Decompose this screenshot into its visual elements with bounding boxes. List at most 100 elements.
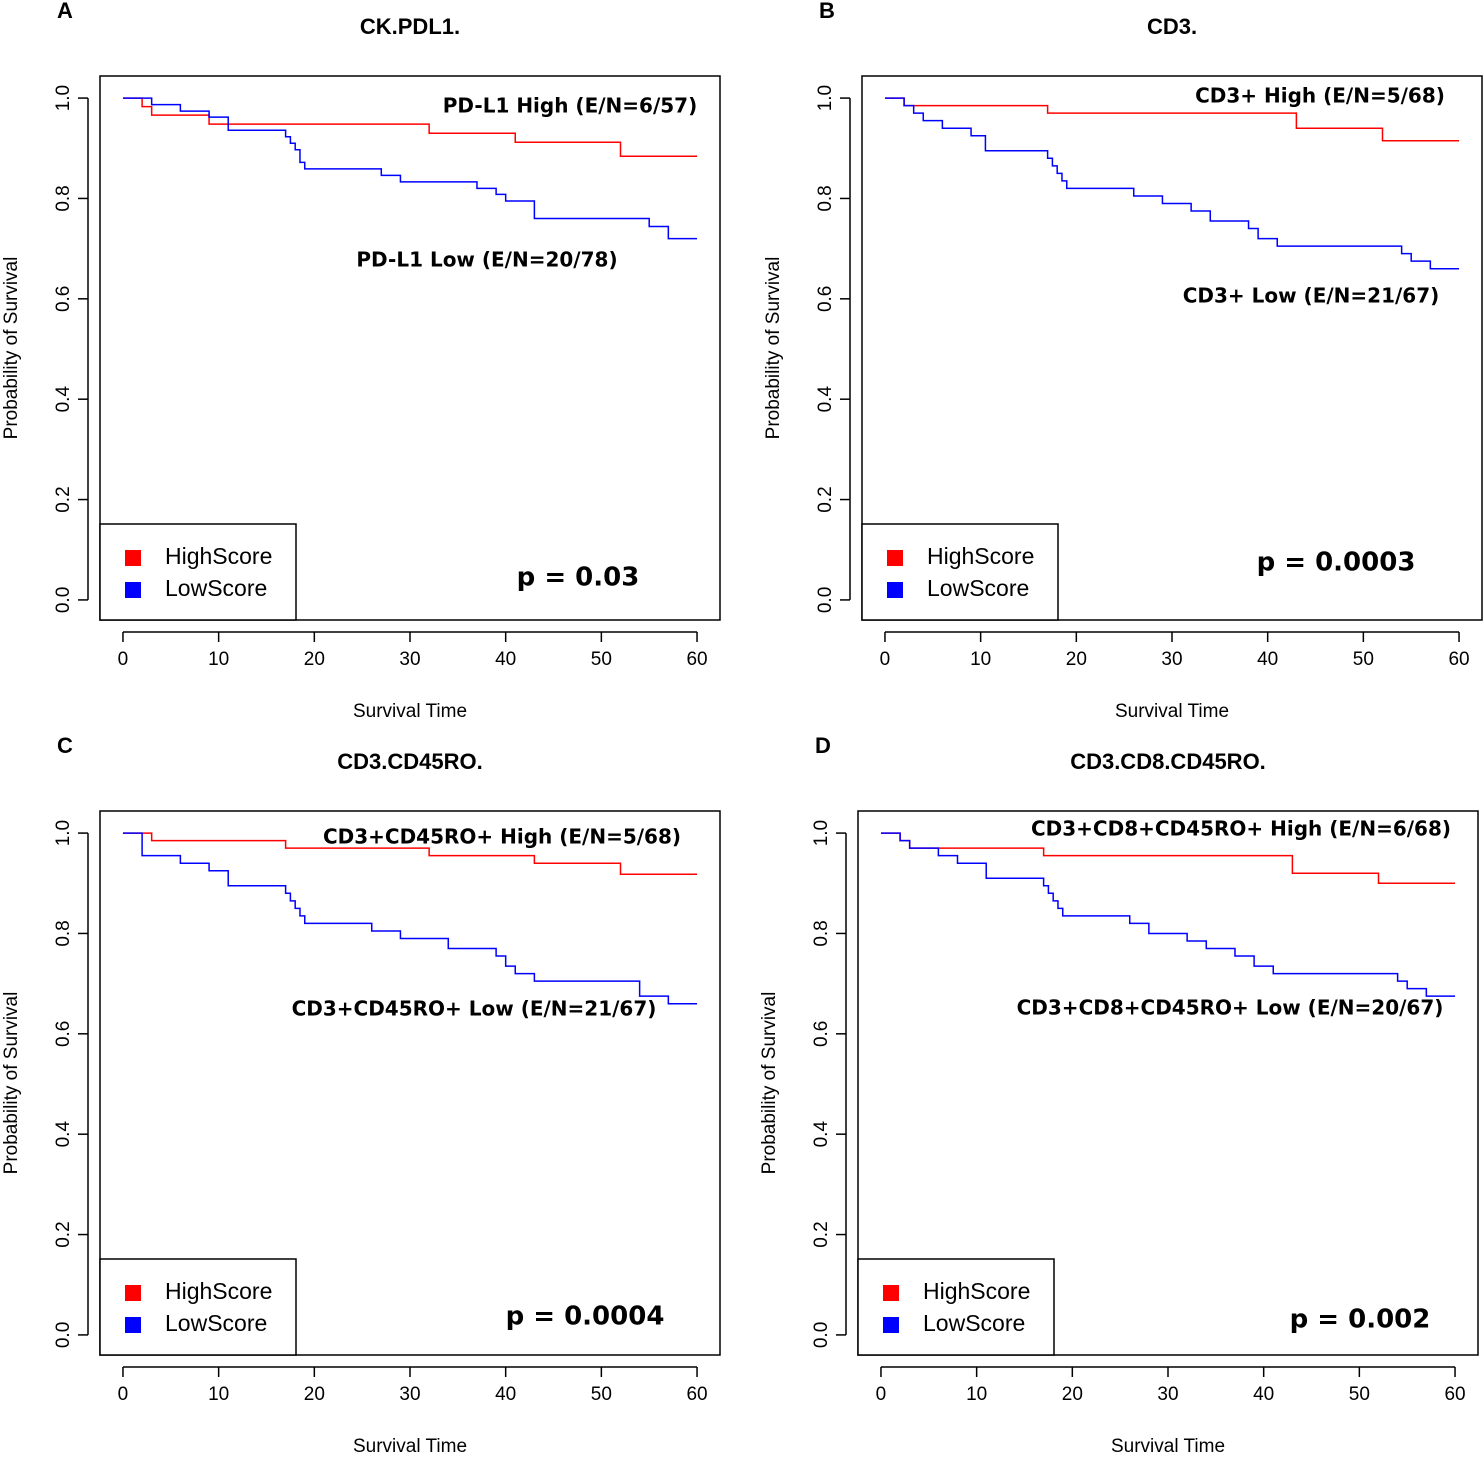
legend-label: HighScore [927, 543, 1034, 569]
x-tick-label: 30 [399, 1384, 420, 1405]
legend-swatch [883, 1285, 899, 1301]
y-tick-label: 1.0 [811, 820, 832, 846]
y-tick-label: 0.6 [53, 286, 74, 312]
y-tick-label: 1.0 [815, 85, 836, 111]
x-tick-label: 10 [970, 649, 991, 670]
x-axis-label: Survival Time [353, 701, 467, 722]
curve-annotation: CD3+CD45RO+ Low (E/N=21/67) [292, 997, 657, 1021]
panel-letter: D [815, 733, 831, 758]
p-value: p = 0.0003 [1257, 548, 1416, 578]
x-tick-label: 60 [686, 649, 707, 670]
x-tick-label: 0 [876, 1384, 887, 1405]
legend-swatch [883, 1317, 899, 1333]
x-axis-label: Survival Time [1111, 1436, 1225, 1457]
x-tick-label: 50 [1349, 1384, 1370, 1405]
chart-title: CD3. [1147, 14, 1197, 39]
y-tick-label: 1.0 [53, 820, 74, 846]
x-tick-label: 50 [591, 1384, 612, 1405]
legend-label: LowScore [165, 1310, 267, 1336]
chart-title: CK.PDL1. [360, 14, 460, 39]
survival-curve [122, 832, 698, 1005]
x-tick-label: 40 [1257, 649, 1278, 670]
y-axis-label: Probability of Survival [1, 257, 22, 440]
survival-curve [122, 97, 698, 240]
p-value: p = 0.002 [1290, 1305, 1431, 1335]
y-tick-label: 0.8 [811, 920, 832, 946]
survival-curve [122, 832, 698, 875]
panel-letter: B [819, 0, 835, 23]
y-tick-label: 0.2 [815, 486, 836, 512]
curve-annotation: PD-L1 High (E/N=6/57) [443, 94, 697, 118]
y-tick-label: 0.0 [53, 587, 74, 613]
y-axis-label: Probability of Survival [759, 992, 780, 1175]
panel-letter: C [57, 733, 73, 758]
legend-swatch [125, 550, 141, 566]
plot-frame [99, 810, 721, 1356]
x-tick-label: 0 [118, 649, 129, 670]
x-tick-label: 30 [1157, 1384, 1178, 1405]
chart-panel: C CD3.CD45RO. 0 10 20 30 40 50 60 0.0 0.2 0.4 0.6 0.8… [1, 733, 721, 1457]
x-tick-label: 10 [208, 1384, 229, 1405]
panel-letter: A [57, 0, 73, 23]
x-tick-label: 20 [304, 1384, 325, 1405]
curve-annotation: CD3+CD8+CD45RO+ Low (E/N=20/67) [1017, 996, 1444, 1020]
legend-swatch [125, 1285, 141, 1301]
x-tick-label: 60 [686, 1384, 707, 1405]
legend-swatch [887, 582, 903, 598]
x-tick-label: 20 [1062, 1384, 1083, 1405]
y-tick-label: 0.8 [53, 185, 74, 211]
y-tick-label: 0.8 [53, 920, 74, 946]
chart-title: CD3.CD45RO. [337, 749, 482, 774]
x-axis-label: Survival Time [1115, 701, 1229, 722]
legend-label: LowScore [923, 1310, 1025, 1336]
y-tick-label: 0.2 [53, 486, 74, 512]
legend-label: LowScore [165, 575, 267, 601]
x-tick-label: 10 [208, 649, 229, 670]
survival-curve [122, 97, 698, 158]
legend-label: HighScore [923, 1278, 1030, 1304]
y-tick-label: 0.6 [815, 286, 836, 312]
x-tick-label: 60 [1448, 649, 1469, 670]
y-tick-label: 0.4 [815, 386, 836, 413]
curve-annotation: PD-L1 Low (E/N=20/78) [356, 248, 617, 272]
y-tick-label: 0.2 [811, 1221, 832, 1247]
y-axis-label: Probability of Survival [1, 992, 22, 1175]
p-value: p = 0.0004 [506, 1302, 665, 1332]
y-tick-label: 0.0 [811, 1322, 832, 1348]
curve-annotation: CD3+ High (E/N=5/68) [1195, 84, 1445, 108]
x-tick-label: 30 [399, 649, 420, 670]
chart-panel: B CD3. 0 10 20 30 40 50 60 0.0 0.2 0.4 0.6 0.8 1.0 Surv… [763, 0, 1483, 722]
legend-swatch [125, 1317, 141, 1333]
y-tick-label: 0.6 [53, 1021, 74, 1047]
legend-box [99, 1258, 297, 1356]
legend-box [861, 523, 1059, 621]
y-tick-label: 0.0 [53, 1322, 74, 1348]
x-tick-label: 20 [1066, 649, 1087, 670]
x-tick-label: 0 [880, 649, 891, 670]
curve-annotation: CD3+CD45RO+ High (E/N=5/68) [323, 825, 681, 849]
x-tick-label: 40 [495, 1384, 516, 1405]
y-tick-label: 0.8 [815, 185, 836, 211]
y-tick-label: 0.2 [53, 1221, 74, 1247]
legend-box [99, 523, 297, 621]
x-tick-label: 0 [118, 1384, 129, 1405]
chart-panel: D CD3.CD8.CD45RO. 0 10 20 30 40 50 60 0.0 0.2 0.4 0.… [759, 733, 1479, 1457]
x-tick-label: 50 [591, 649, 612, 670]
x-tick-label: 10 [966, 1384, 987, 1405]
x-tick-label: 20 [304, 649, 325, 670]
legend-label: HighScore [165, 1278, 272, 1304]
x-tick-label: 40 [495, 649, 516, 670]
curve-annotation: CD3+ Low (E/N=21/67) [1183, 284, 1440, 308]
curve-annotation: CD3+CD8+CD45RO+ High (E/N=6/68) [1031, 817, 1451, 841]
y-tick-label: 0.6 [811, 1021, 832, 1047]
y-tick-label: 0.4 [53, 386, 74, 413]
legend-label: LowScore [927, 575, 1029, 601]
legend-swatch [887, 550, 903, 566]
survival-curve [884, 97, 1460, 270]
plot-frame [861, 75, 1483, 621]
x-axis-label: Survival Time [353, 1436, 467, 1457]
y-tick-label: 0.4 [53, 1121, 74, 1148]
y-tick-label: 0.0 [815, 587, 836, 613]
p-value: p = 0.03 [517, 563, 640, 593]
